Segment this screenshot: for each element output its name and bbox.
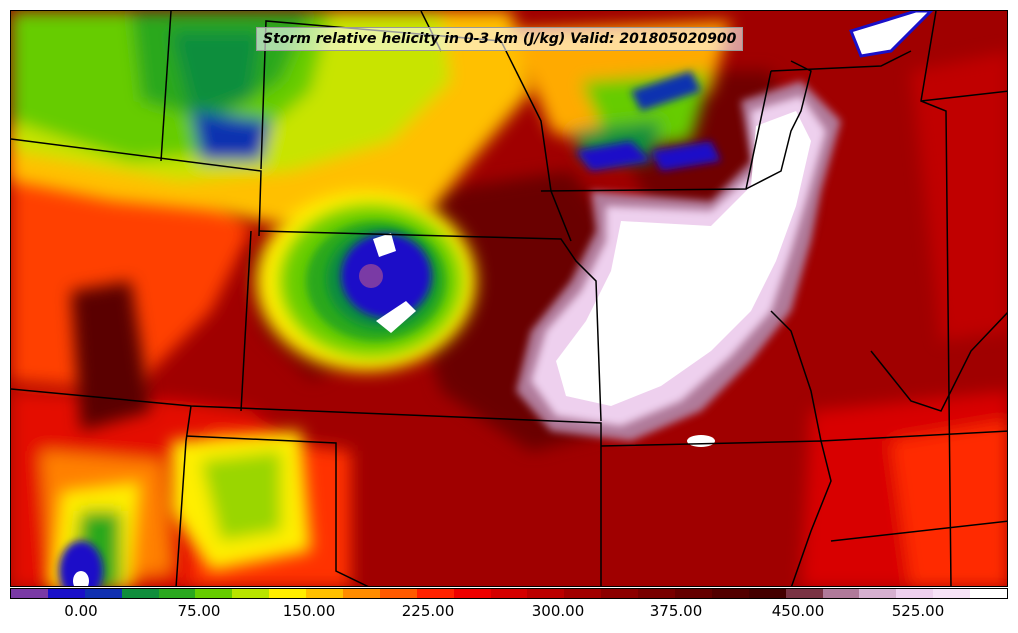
map-title: Storm relative helicity in 0-3 km (J/kg)… [256,27,744,51]
helicity-map: Storm relative helicity in 0-3 km (J/kg)… [10,10,1008,587]
colorbar-swatch [232,589,270,598]
colorbar-tick-label: 75.00 [177,602,221,620]
colorbar-swatch [970,589,1008,598]
colorbar-swatch [11,589,48,598]
colorbar-swatch [601,589,639,598]
colorbar-swatch [306,589,344,598]
colorbar-swatch [564,589,602,598]
colorbar [10,588,1008,599]
colorbar-swatch [859,589,897,598]
colorbar-swatch [785,589,823,598]
field-blue-streaks [576,71,721,171]
colorbar-swatch [47,589,85,598]
colorbar-swatch [711,589,749,598]
colorbar-swatch [748,589,786,598]
colorbar-tick-label: 525.00 [891,602,945,620]
colorbar-swatch [527,589,565,598]
colorbar-swatch [121,589,159,598]
colorbar-swatch [269,589,307,598]
colorbar-swatch [343,589,380,598]
colorbar-tick-label: 0.00 [64,602,98,620]
colorbar-swatch [822,589,860,598]
colorbar-tick-label: 375.00 [649,602,703,620]
colorbar-tick-label: 300.00 [531,602,585,620]
field-white-patch-ne [849,11,934,58]
colorbar-tick-label: 225.00 [401,602,455,620]
colorbar-swatch [675,589,712,598]
map-canvas [11,11,1007,586]
colorbar-tick-label: 450.00 [771,602,825,620]
colorbar-swatch [416,589,454,598]
colorbar-swatch [453,589,491,598]
colorbar-swatch [158,589,196,598]
colorbar-tick-label: 150.00 [282,602,336,620]
colorbar-swatch [638,589,676,598]
colorbar-ticks: 0.00 75.00 150.00 225.00 300.00 375.00 450.00 5… [10,602,1008,626]
colorbar-swatch [195,589,233,598]
field-yellow-green [11,11,731,586]
colorbar-swatch [84,589,122,598]
colorbar-swatch [933,589,971,598]
colorbar-swatch [379,589,417,598]
colorbar-swatch [896,589,934,598]
colorbar-swatch [490,589,528,598]
